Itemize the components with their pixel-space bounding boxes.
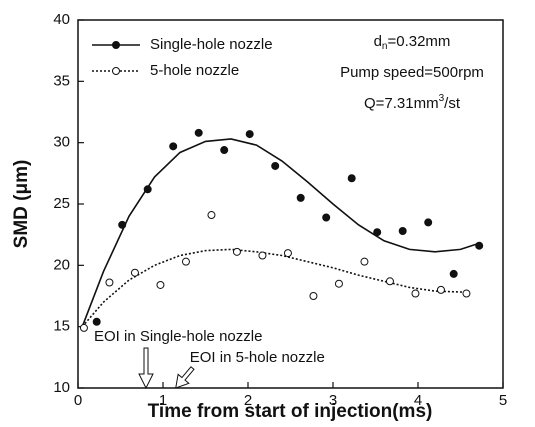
info-text: Q=7.31mm3/st [364,93,461,112]
info-part: 3 [439,93,445,104]
data-point [194,128,203,137]
data-point [373,228,382,237]
data-point [436,285,445,294]
info-part: Q=7.31mm [364,95,439,112]
info-part: Pump speed=500rpm [340,64,484,81]
x-tick-label: 3 [329,392,337,409]
x-tick-label: 0 [74,392,82,409]
data-point [143,185,152,194]
data-point [449,269,458,278]
fit-curve [81,248,470,328]
legend-label: Single-hole nozzle [150,36,273,53]
data-point [220,146,229,155]
data-point [322,213,331,222]
data-point [271,161,280,170]
y-tick-label: 35 [53,72,70,89]
x-tick-label: 1 [159,392,167,409]
data-point [385,277,394,286]
y-tick-label: 30 [53,134,70,151]
data-point [411,289,420,298]
x-tick-label: 2 [244,392,252,409]
data-point [79,323,88,332]
info-part: n [382,41,388,52]
data-point [207,211,216,220]
data-point [92,317,101,326]
info-text: dn=0.32mm [374,33,451,52]
legend-marker [112,67,120,75]
data-point [334,279,343,288]
data-point [156,280,165,289]
data-point [462,289,471,298]
data-point [283,249,292,258]
data-point [398,226,407,235]
y-tick-label: 40 [53,11,70,28]
x-tick-label: 4 [414,392,422,409]
legend-marker [112,41,120,49]
data-point [360,257,369,266]
annotation-arrow [175,366,195,389]
data-point [309,292,318,300]
y-tick-label: 25 [53,195,70,212]
x-axis-title: Time from start of injection(ms) [148,401,433,422]
x-tick-label: 5 [499,392,507,409]
info-part: /st [444,95,461,112]
y-tick-label: 10 [53,379,70,396]
y-tick-label: 15 [53,318,70,335]
data-point [105,278,114,287]
legend-label: 5-hole nozzle [150,62,239,79]
annotation-arrow [138,347,154,390]
annotation: EOI in Single-hole nozzle [94,328,262,345]
info-part: =0.32mm [387,33,450,50]
data-point [258,251,267,260]
data-point [245,130,254,139]
data-point [296,193,305,202]
data-point [130,268,139,277]
fit-curve [81,138,480,327]
data-point [475,241,484,250]
data-point [181,257,190,266]
annotation: EOI in 5-hole nozzle [190,349,325,366]
data-point [347,174,356,183]
annotation-arrow-group [175,366,195,389]
data-point [232,247,241,256]
info-text: Pump speed=500rpm [340,64,484,81]
info-part: d [374,33,382,50]
y-axis-title: SMD (μm) [11,160,32,249]
data-point [169,142,178,151]
data-point [424,218,433,227]
data-point [118,220,127,229]
y-tick-label: 20 [53,256,70,273]
